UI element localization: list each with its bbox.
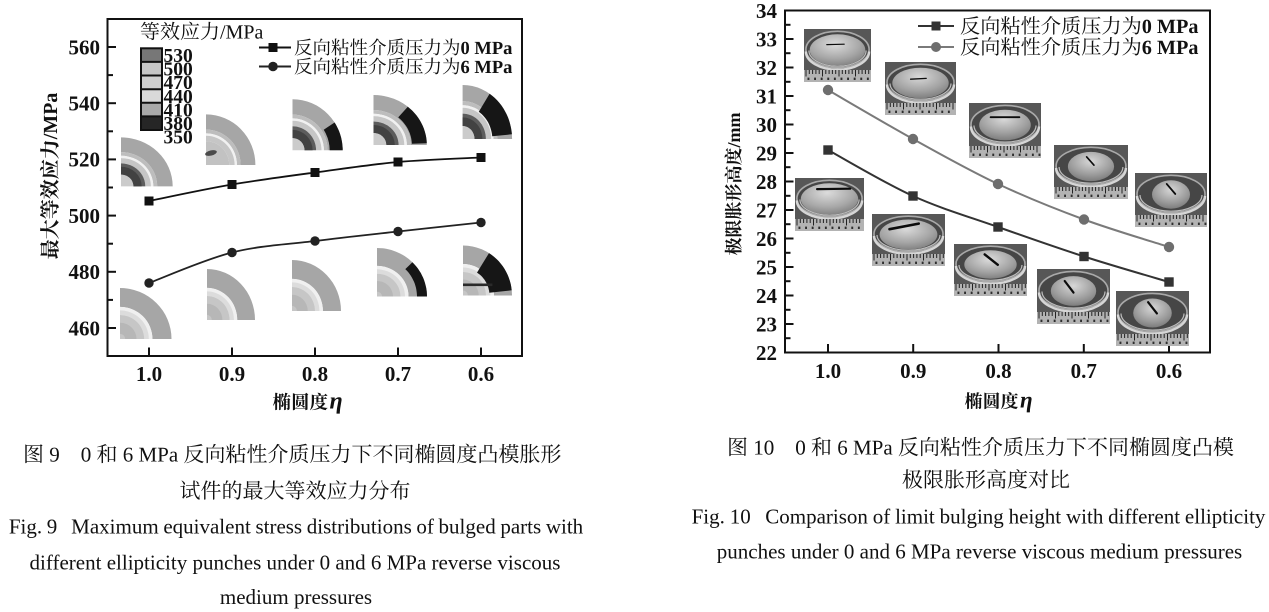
svg-text:27: 27 — [756, 198, 777, 222]
svg-text:0.8: 0.8 — [302, 362, 328, 386]
svg-text:0.6: 0.6 — [1156, 359, 1182, 383]
svg-text:460: 460 — [69, 316, 101, 340]
svg-text:Fig. 10 Comparison of limit: Fig. 10 Comparison of limit bulging heig… — [692, 505, 1266, 529]
svg-text:500: 500 — [69, 204, 101, 228]
svg-text:22: 22 — [756, 341, 777, 365]
svg-text:0.9: 0.9 — [900, 359, 926, 383]
svg-text:480: 480 — [69, 260, 101, 284]
svg-text:560: 560 — [69, 35, 101, 59]
svg-text:0.8: 0.8 — [985, 359, 1011, 383]
svg-text:380: 380 — [164, 114, 193, 135]
svg-text:32: 32 — [756, 56, 777, 80]
svg-text:25: 25 — [756, 255, 777, 279]
svg-text:0.6: 0.6 — [468, 362, 494, 386]
svg-text:34: 34 — [756, 0, 778, 23]
svg-text:33: 33 — [756, 27, 777, 51]
svg-text:520: 520 — [69, 148, 101, 172]
svg-text:punches under 0 and 6 MPa reve: punches under 0 and 6 MPa reverse viscou… — [717, 540, 1242, 564]
svg-text:0.7: 0.7 — [1071, 359, 1097, 383]
svg-text:26: 26 — [756, 227, 777, 251]
svg-text:1.0: 1.0 — [815, 359, 841, 383]
svg-text:540: 540 — [69, 92, 101, 116]
svg-text:different ellipticity punches: different ellipticity punches under 0 an… — [30, 551, 561, 575]
svg-text:530: 530 — [164, 46, 193, 67]
svg-text:31: 31 — [756, 84, 777, 108]
svg-text:500: 500 — [164, 60, 193, 81]
svg-text:1.0: 1.0 — [136, 362, 162, 386]
svg-text:410: 410 — [164, 100, 193, 121]
svg-text:23: 23 — [756, 312, 777, 336]
svg-text:medium pressures: medium pressures — [220, 585, 372, 609]
svg-text:Fig. 9 Maximum equivalent st: Fig. 9 Maximum equivalent stress distrib… — [9, 515, 584, 539]
svg-text:350: 350 — [164, 128, 193, 149]
svg-text:30: 30 — [756, 113, 777, 137]
svg-text:470: 470 — [164, 73, 193, 94]
svg-text:29: 29 — [756, 141, 777, 165]
svg-text:24: 24 — [756, 284, 778, 308]
svg-text:0.7: 0.7 — [385, 362, 411, 386]
svg-text:0.9: 0.9 — [219, 362, 245, 386]
svg-text:440: 440 — [164, 87, 193, 108]
svg-text:28: 28 — [756, 170, 777, 194]
